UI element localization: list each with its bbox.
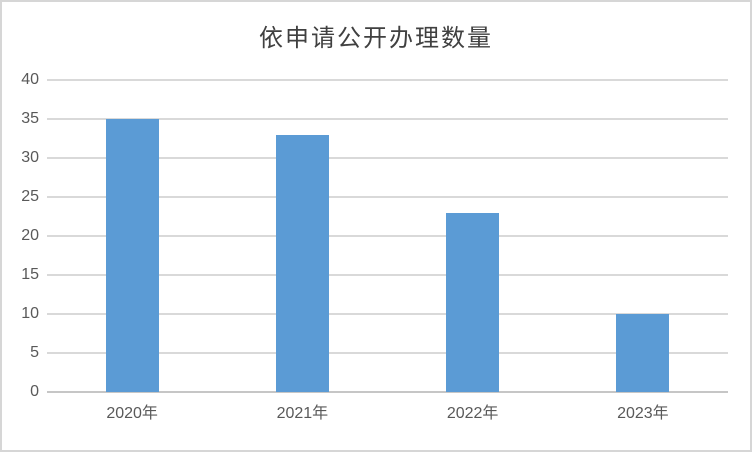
gridline [47,313,728,315]
gridline [47,352,728,354]
y-tick-label: 10 [21,305,39,322]
y-tick-label: 25 [21,188,39,205]
y-tick-label: 35 [21,110,39,127]
bar-2023年 [616,314,670,392]
x-axis: 2020年 2021年 2022年 2023年 [47,404,728,428]
y-tick-label: 30 [21,149,39,166]
plot-area [47,79,728,393]
gridline [47,79,728,81]
x-axis-label: 2023年 [617,405,669,422]
x-axis-label: 2020年 [106,405,158,422]
y-tick-label: 40 [21,71,39,88]
bar-2022年 [446,212,500,392]
bar-2021年 [275,134,329,392]
gridline [47,274,728,276]
y-tick-label: 0 [30,383,39,400]
y-tick-label: 20 [21,227,39,244]
bar-2020年 [105,119,159,392]
gridline [47,235,728,237]
x-axis-label: 2022年 [446,405,499,422]
y-tick-label: 15 [21,266,39,283]
x-axis-label: 2021年 [276,405,329,422]
gridline [47,118,728,120]
gridline [47,157,728,159]
chart-title: 依申请公开办理数量 [259,24,493,52]
y-tick-label: 5 [30,344,39,361]
x-axis-line [47,391,728,393]
gridline [47,196,728,198]
